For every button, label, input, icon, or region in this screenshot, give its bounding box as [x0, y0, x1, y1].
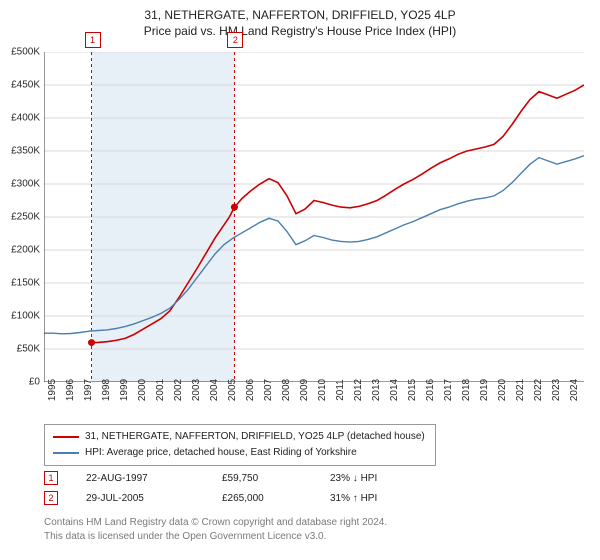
x-axis-label: 2020: [497, 379, 508, 401]
title-line1: 31, NETHERGATE, NAFFERTON, DRIFFIELD, YO…: [10, 8, 590, 22]
x-axis-label: 2004: [209, 379, 220, 401]
transaction-price: £265,000: [222, 493, 302, 504]
x-axis-label: 2023: [551, 379, 562, 401]
x-axis-label: 2009: [299, 379, 310, 401]
x-axis-label: 2010: [317, 379, 328, 401]
transaction-row: 2 29-JUL-2005 £265,000 31% ↑ HPI: [44, 488, 430, 508]
marker-box-2: 2: [44, 491, 58, 505]
legend-label-1: 31, NETHERGATE, NAFFERTON, DRIFFIELD, YO…: [85, 429, 425, 445]
attribution-line1: Contains HM Land Registry data © Crown c…: [44, 516, 387, 530]
x-axis-label: 2018: [461, 379, 472, 401]
x-axis-label: 2021: [515, 379, 526, 401]
attribution: Contains HM Land Registry data © Crown c…: [44, 516, 387, 544]
x-axis-label: 1996: [65, 379, 76, 401]
y-axis-label: £450K: [0, 80, 40, 91]
x-axis-label: 2002: [173, 379, 184, 401]
y-axis-label: £400K: [0, 113, 40, 124]
x-axis-label: 2024: [569, 379, 580, 401]
x-axis-label: 1995: [47, 379, 58, 401]
chart-marker-1: 1: [85, 32, 101, 48]
x-axis-label: 2008: [281, 379, 292, 401]
transaction-price: £59,750: [222, 473, 302, 484]
x-axis-label: 1999: [119, 379, 130, 401]
x-axis-label: 2011: [335, 379, 346, 401]
x-axis-label: 2006: [245, 379, 256, 401]
y-axis-label: £0: [0, 377, 40, 388]
x-axis-label: 2013: [371, 379, 382, 401]
transaction-row: 1 22-AUG-1997 £59,750 23% ↓ HPI: [44, 468, 430, 488]
x-axis-label: 2003: [191, 379, 202, 401]
chart-area: [44, 52, 584, 382]
transaction-delta: 31% ↑ HPI: [330, 493, 430, 504]
legend-row: 31, NETHERGATE, NAFFERTON, DRIFFIELD, YO…: [53, 429, 427, 445]
attribution-line2: This data is licensed under the Open Gov…: [44, 530, 387, 544]
legend-box: 31, NETHERGATE, NAFFERTON, DRIFFIELD, YO…: [44, 424, 436, 466]
x-axis-label: 2000: [137, 379, 148, 401]
y-axis-label: £250K: [0, 212, 40, 223]
y-axis-label: £50K: [0, 344, 40, 355]
x-axis-label: 1997: [83, 379, 94, 401]
y-axis-label: £150K: [0, 278, 40, 289]
legend-row: HPI: Average price, detached house, East…: [53, 445, 427, 461]
transaction-list: 1 22-AUG-1997 £59,750 23% ↓ HPI 2 29-JUL…: [44, 468, 430, 508]
x-axis-label: 1998: [101, 379, 112, 401]
x-axis-label: 2007: [263, 379, 274, 401]
x-axis-label: 2017: [443, 379, 454, 401]
transaction-delta: 23% ↓ HPI: [330, 473, 430, 484]
chart-svg: [44, 52, 584, 382]
legend-swatch-1: [53, 436, 79, 438]
transaction-date: 22-AUG-1997: [86, 473, 194, 484]
y-axis-label: £100K: [0, 311, 40, 322]
x-axis-label: 2001: [155, 379, 166, 401]
x-axis-label: 2016: [425, 379, 436, 401]
transaction-date: 29-JUL-2005: [86, 493, 194, 504]
y-axis-label: £350K: [0, 146, 40, 157]
x-axis-label: 2019: [479, 379, 490, 401]
y-axis-label: £500K: [0, 47, 40, 58]
marker-box-1: 1: [44, 471, 58, 485]
y-axis-label: £200K: [0, 245, 40, 256]
x-axis-label: 2014: [389, 379, 400, 401]
x-axis-label: 2005: [227, 379, 238, 401]
legend-label-2: HPI: Average price, detached house, East…: [85, 445, 357, 461]
x-axis-label: 2012: [353, 379, 364, 401]
legend-swatch-2: [53, 452, 79, 454]
y-axis-label: £300K: [0, 179, 40, 190]
x-axis-label: 2015: [407, 379, 418, 401]
chart-marker-2: 2: [227, 32, 243, 48]
x-axis-label: 2022: [533, 379, 544, 401]
